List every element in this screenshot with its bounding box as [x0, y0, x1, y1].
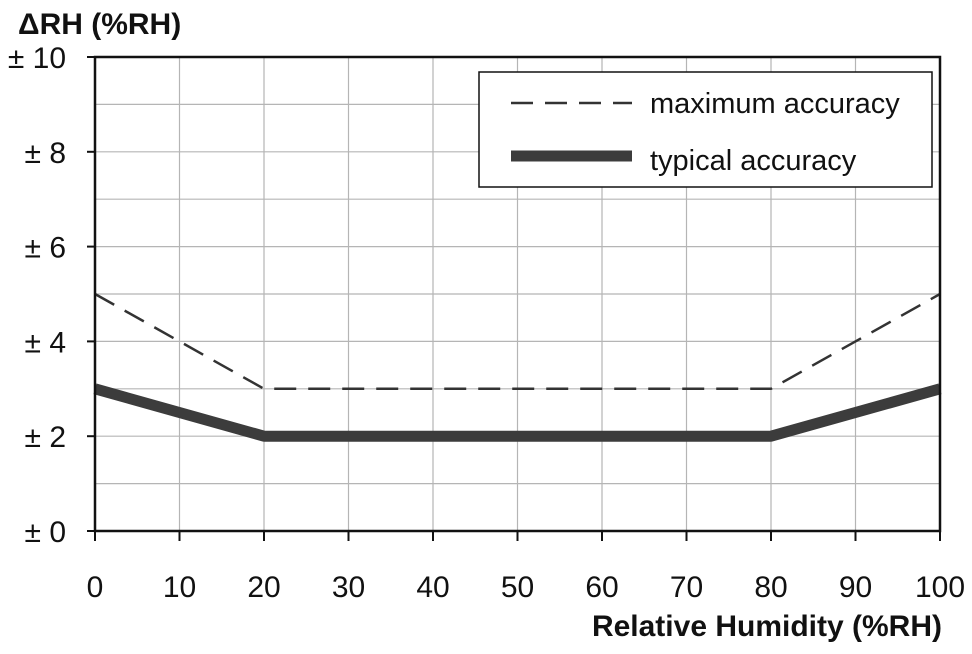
- x-tick-label: 10: [163, 571, 196, 604]
- y-tick-label: ± 0: [25, 516, 66, 549]
- y-tick-label: ± 2: [25, 421, 66, 454]
- x-tick-label: 90: [839, 571, 872, 604]
- legend-label-typical-accuracy: typical accuracy: [650, 145, 857, 177]
- ticks: [87, 56, 941, 541]
- x-tick-label: 80: [754, 571, 787, 604]
- x-tick-label: 60: [585, 571, 618, 604]
- y-tick-label: ± 4: [25, 326, 66, 359]
- series-layer: [93, 292, 942, 442]
- y-tick-label: ± 10: [8, 42, 66, 75]
- tick-labels: 0 10 20 30 40 50 60 70 80 90 100 ± 0 ± 2 ± 4 ± 6 ± 8 ± 1…: [8, 42, 965, 604]
- x-axis-title: Relative Humidity (%RH): [592, 610, 942, 643]
- x-tick-label: 100: [915, 571, 965, 604]
- x-tick-label: 70: [670, 571, 703, 604]
- series-line-maximum-accuracy: [94, 292, 941, 391]
- legend: maximum accuracy typical accuracy: [478, 71, 933, 188]
- legend-label-maximum-accuracy: maximum accuracy: [650, 88, 900, 120]
- y-tick-label: ± 8: [25, 137, 66, 170]
- x-tick-label: 50: [501, 571, 534, 604]
- y-axis-title: ΔRH (%RH): [18, 8, 181, 41]
- x-tick-label: 40: [416, 571, 449, 604]
- x-tick-label: 0: [87, 571, 104, 604]
- legend-box: [478, 71, 933, 188]
- y-tick-label: ± 6: [25, 232, 66, 265]
- series-line-typical-accuracy: [93, 383, 942, 442]
- x-tick-label: 30: [332, 571, 365, 604]
- x-tick-label: 20: [247, 571, 280, 604]
